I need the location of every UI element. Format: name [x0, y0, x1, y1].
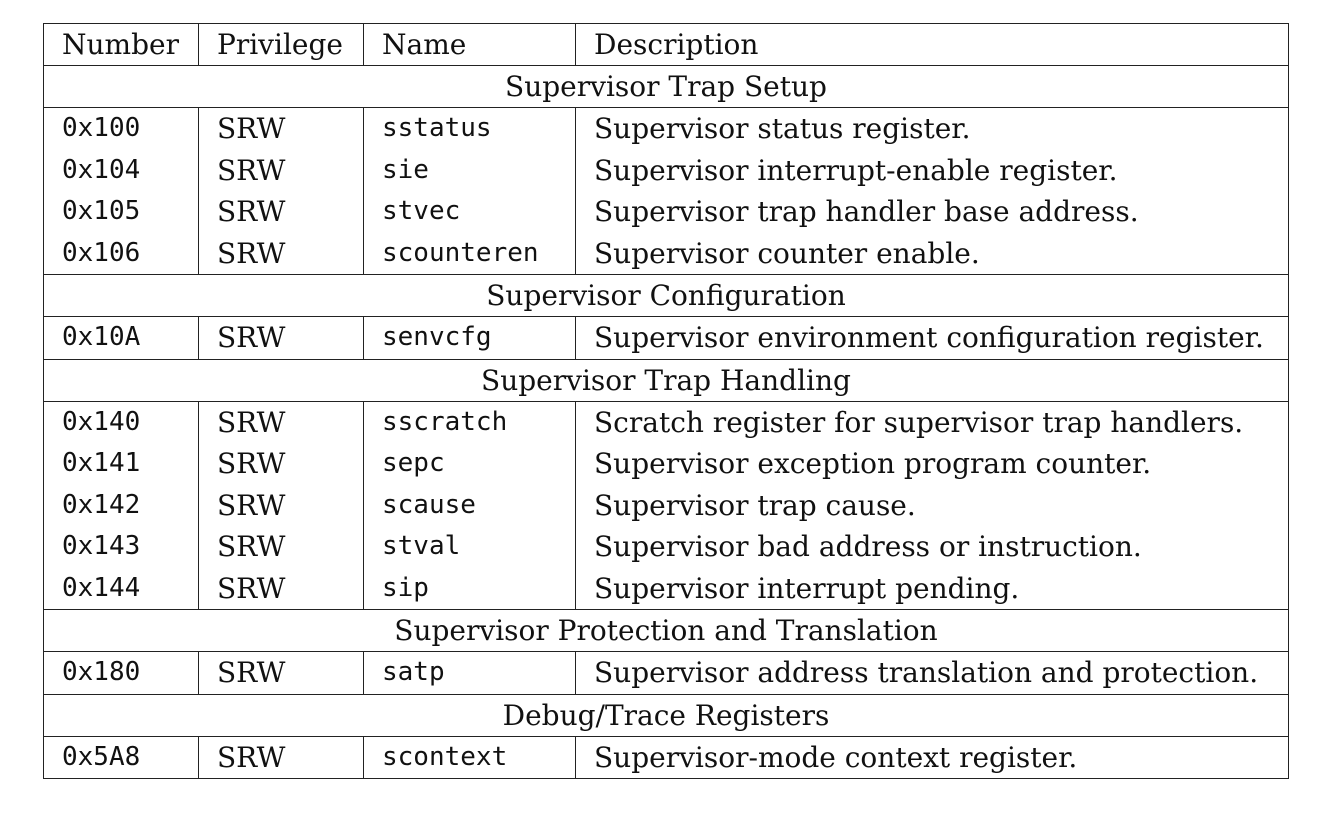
header-description: Description	[575, 23, 1289, 66]
section-header-row: Supervisor Trap Handling	[43, 358, 1289, 402]
cell-name: satp	[363, 651, 576, 695]
table-row: 0x106 SRW scounteren Supervisor counter ena…	[43, 232, 1289, 275]
section-header-row: Debug/Trace Registers	[43, 693, 1289, 737]
cell-number: 0x142	[43, 484, 199, 526]
cell-name: sie	[363, 149, 576, 191]
cell-privilege: SRW	[198, 232, 364, 275]
table-row: 0x140 SRW sscratch Scratch register for sup…	[43, 401, 1289, 443]
cell-description: Supervisor trap handler base address.	[575, 191, 1289, 233]
cell-privilege: SRW	[198, 316, 364, 360]
cell-description: Supervisor bad address or instruction.	[575, 526, 1289, 568]
cell-name: scontext	[363, 736, 576, 779]
cell-number: 0x140	[43, 401, 199, 443]
section-header-row: Supervisor Trap Setup	[43, 65, 1289, 108]
csr-table: Number Privilege Name Description Superv…	[43, 23, 1289, 779]
section-title: Supervisor Protection and Translation	[43, 609, 1289, 652]
table-row: 0x141 SRW sepc Supervisor exception program…	[43, 443, 1289, 485]
section-header-row: Supervisor Configuration	[43, 274, 1289, 317]
cell-description: Supervisor interrupt-enable register.	[575, 149, 1289, 191]
cell-number: 0x5A8	[43, 736, 199, 779]
cell-privilege: SRW	[198, 484, 364, 526]
cell-description: Supervisor exception program counter.	[575, 443, 1289, 485]
cell-number: 0x106	[43, 232, 199, 275]
cell-privilege: SRW	[198, 651, 364, 695]
cell-number: 0x141	[43, 443, 199, 485]
cell-privilege: SRW	[198, 443, 364, 485]
cell-name: sscratch	[363, 401, 576, 443]
table-row: 0x104 SRW sie Supervisor interrupt-enable r…	[43, 149, 1289, 191]
header-row: Number Privilege Name Description	[43, 23, 1289, 66]
table-row: 0x144 SRW sip Supervisor interrupt pending.	[43, 567, 1289, 610]
cell-name: sepc	[363, 443, 576, 485]
cell-description: Supervisor status register.	[575, 107, 1289, 150]
section-title: Debug/Trace Registers	[43, 693, 1289, 737]
header-name: Name	[363, 23, 576, 66]
cell-number: 0x10A	[43, 316, 199, 360]
cell-privilege: SRW	[198, 736, 364, 779]
cell-description: Supervisor trap cause.	[575, 484, 1289, 526]
cell-number: 0x104	[43, 149, 199, 191]
table-body: Supervisor Trap Setup 0x100 SRW sstatus Supe…	[43, 65, 1289, 779]
cell-privilege: SRW	[198, 149, 364, 191]
table-row: 0x100 SRW sstatus Supervisor status registe…	[43, 107, 1289, 150]
cell-privilege: SRW	[198, 401, 364, 443]
cell-description: Scratch register for supervisor trap han…	[575, 401, 1289, 443]
cell-name: senvcfg	[363, 316, 576, 360]
cell-description: Supervisor environment configuration reg…	[575, 316, 1289, 360]
cell-description: Supervisor counter enable.	[575, 232, 1289, 275]
table-row: 0x5A8 SRW scontext Supervisor-mode context …	[43, 736, 1289, 779]
section-header-row: Supervisor Protection and Translation	[43, 609, 1289, 652]
section-title: Supervisor Trap Handling	[43, 358, 1289, 402]
cell-name: scause	[363, 484, 576, 526]
cell-privilege: SRW	[198, 107, 364, 150]
cell-description: Supervisor-mode context register.	[575, 736, 1289, 779]
cell-name: stval	[363, 526, 576, 568]
cell-privilege: SRW	[198, 191, 364, 233]
cell-number: 0x105	[43, 191, 199, 233]
cell-name: sip	[363, 567, 576, 610]
cell-name: stvec	[363, 191, 576, 233]
cell-number: 0x100	[43, 107, 199, 150]
cell-description: Supervisor interrupt pending.	[575, 567, 1289, 610]
table-row: 0x10A SRW senvcfg Supervisor environment co…	[43, 316, 1289, 360]
cell-number: 0x144	[43, 567, 199, 610]
table-row: 0x143 SRW stval Supervisor bad address or i…	[43, 526, 1289, 568]
section-title: Supervisor Configuration	[43, 274, 1289, 317]
table-row: 0x180 SRW satp Supervisor address translati…	[43, 651, 1289, 695]
cell-privilege: SRW	[198, 567, 364, 610]
cell-name: sstatus	[363, 107, 576, 150]
cell-number: 0x180	[43, 651, 199, 695]
table-row: 0x142 SRW scause Supervisor trap cause.	[43, 484, 1289, 526]
header-privilege: Privilege	[198, 23, 364, 66]
table-row: 0x105 SRW stvec Supervisor trap handler bas…	[43, 191, 1289, 233]
cell-name: scounteren	[363, 232, 576, 275]
header-number: Number	[43, 23, 199, 66]
cell-privilege: SRW	[198, 526, 364, 568]
cell-number: 0x143	[43, 526, 199, 568]
cell-description: Supervisor address translation and prote…	[575, 651, 1289, 695]
section-title: Supervisor Trap Setup	[43, 65, 1289, 108]
